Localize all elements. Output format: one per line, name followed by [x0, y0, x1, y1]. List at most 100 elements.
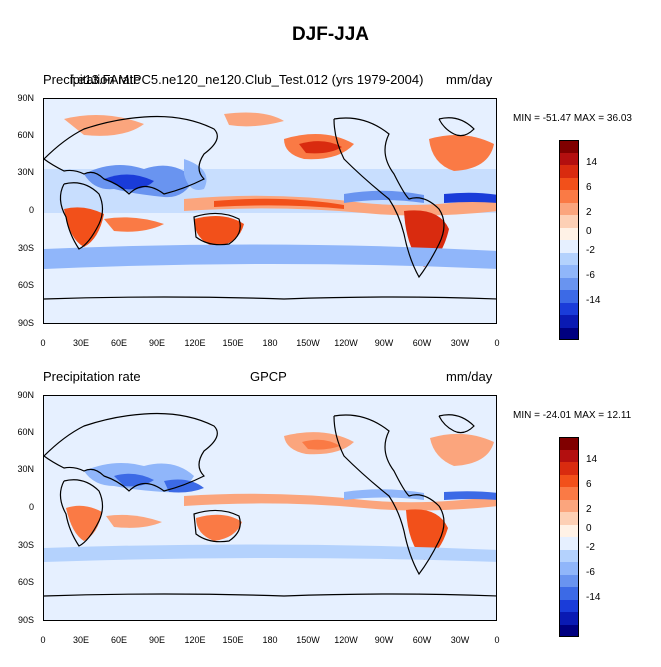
min-max-label: MIN = -51.47 MAX = 36.03 [513, 113, 632, 124]
panel-center-label: GPCP [250, 369, 287, 384]
lon-tick-0-end: 0 [494, 338, 500, 348]
lat-tick-60n: 60N [17, 427, 34, 437]
colorbar-label: 2 [586, 504, 592, 515]
colorbar-swatch [559, 512, 579, 525]
lat-tick-90s: 90S [17, 318, 34, 328]
colorbar-swatch [559, 327, 579, 340]
colorbar-swatch [559, 449, 579, 462]
lat-tick-60n: 60N [17, 130, 34, 140]
colorbar-label: -6 [586, 270, 595, 281]
lon-tick-90w: 90W [374, 338, 394, 348]
colorbar-swatch [559, 474, 579, 487]
colorbar-swatch [559, 624, 579, 637]
colorbar-swatch [559, 437, 579, 450]
lon-tick-30e: 30E [72, 338, 89, 348]
colorbar-label: -6 [586, 567, 595, 578]
colorbar-swatch [559, 252, 579, 265]
colorbar-swatch [559, 177, 579, 190]
lon-tick-150e: 150E [222, 338, 244, 348]
colorbar [559, 437, 579, 637]
colorbar-swatch [559, 574, 579, 587]
colorbar-swatch [559, 240, 579, 253]
lon-tick-120w: 120W [334, 338, 358, 348]
lat-tick-30n: 30N [17, 464, 34, 474]
colorbar-swatch [559, 165, 579, 178]
precip-map [43, 98, 497, 324]
lon-tick-60w: 60W [412, 338, 432, 348]
panel-right-label: mm/day [446, 72, 493, 87]
colorbar-label: -14 [586, 295, 601, 306]
colorbar-swatch [559, 190, 579, 203]
lat-tick-30n: 30N [17, 167, 34, 177]
lon-tick-30w: 30W [450, 338, 470, 348]
lon-tick-90e: 90E [148, 635, 165, 645]
precip-map [43, 395, 497, 621]
colorbar-label: -2 [586, 542, 595, 553]
figure-title: DJF-JJA [291, 24, 370, 45]
colorbar-swatch [559, 599, 579, 612]
panel-gpcp: Precipitation rate GPCP mm/day 90N 60N 3… [0, 367, 661, 667]
colorbar-swatch [559, 277, 579, 290]
lon-tick-60w: 60W [412, 635, 432, 645]
panel-left-label: Precipitation rate [43, 72, 141, 87]
colorbar-label: 6 [586, 182, 592, 193]
lon-tick-90e: 90E [148, 338, 165, 348]
lat-tick-60s: 60S [17, 577, 34, 587]
lon-tick-150w: 150W [296, 635, 320, 645]
lon-tick-0-end: 0 [494, 635, 500, 645]
colorbar-swatch [559, 562, 579, 575]
panel-center-label: f.e13.FAMIPC5.ne120_ne120.Club_Test.012 … [70, 72, 424, 87]
colorbar [559, 140, 579, 340]
colorbar-swatch [559, 612, 579, 625]
colorbar-swatch [559, 524, 579, 537]
lon-tick-120e: 120E [184, 635, 206, 645]
lat-tick-60s: 60S [17, 280, 34, 290]
lon-tick-180: 180 [262, 338, 278, 348]
colorbar-swatch [559, 202, 579, 215]
lon-tick-180: 180 [262, 635, 278, 645]
lon-tick-150e: 150E [222, 635, 244, 645]
colorbar-label: 0 [586, 226, 592, 237]
colorbar-label: 14 [586, 157, 598, 168]
colorbar-swatch [559, 265, 579, 278]
panel-right-label: mm/day [446, 369, 493, 384]
lat-tick-90n: 90N [17, 93, 34, 103]
colorbar-label: -2 [586, 245, 595, 256]
colorbar-swatch [559, 215, 579, 228]
lon-tick-60e: 60E [110, 338, 127, 348]
colorbar-swatch [559, 227, 579, 240]
colorbar-swatch [559, 302, 579, 315]
colorbar-swatch [559, 140, 579, 153]
lon-tick-150w: 150W [296, 338, 320, 348]
lon-tick-30w: 30W [450, 635, 470, 645]
colorbar-swatch [559, 290, 579, 303]
min-max-label: MIN = -24.01 MAX = 12.11 [513, 410, 632, 421]
colorbar-swatch [559, 487, 579, 500]
colorbar-label: 6 [586, 479, 592, 490]
lon-tick-30e: 30E [72, 635, 89, 645]
lat-tick-eq: 0 [28, 205, 34, 215]
colorbar-swatch [559, 315, 579, 328]
lat-tick-30s: 30S [17, 540, 34, 550]
lon-tick-120e: 120E [184, 338, 206, 348]
colorbar-swatch [559, 587, 579, 600]
panel-left-label: Precipitation rate [43, 369, 141, 384]
lat-tick-30s: 30S [17, 243, 34, 253]
lat-tick-90s: 90S [17, 615, 34, 625]
colorbar-swatch [559, 462, 579, 475]
colorbar-swatch [559, 152, 579, 165]
lat-tick-eq: 0 [28, 502, 34, 512]
panel-model: Precipitation rate f.e13.FAMIPC5.ne120_n… [0, 70, 661, 370]
lon-tick-120w: 120W [334, 635, 358, 645]
lon-tick-60e: 60E [110, 635, 127, 645]
colorbar-label: 0 [586, 523, 592, 534]
lon-tick-0: 0 [40, 635, 46, 645]
colorbar-label: -14 [586, 592, 601, 603]
colorbar-swatch [559, 549, 579, 562]
lon-tick-0: 0 [40, 338, 46, 348]
colorbar-label: 14 [586, 454, 598, 465]
lon-tick-90w: 90W [374, 635, 394, 645]
colorbar-swatch [559, 499, 579, 512]
colorbar-label: 2 [586, 207, 592, 218]
colorbar-swatch [559, 537, 579, 550]
